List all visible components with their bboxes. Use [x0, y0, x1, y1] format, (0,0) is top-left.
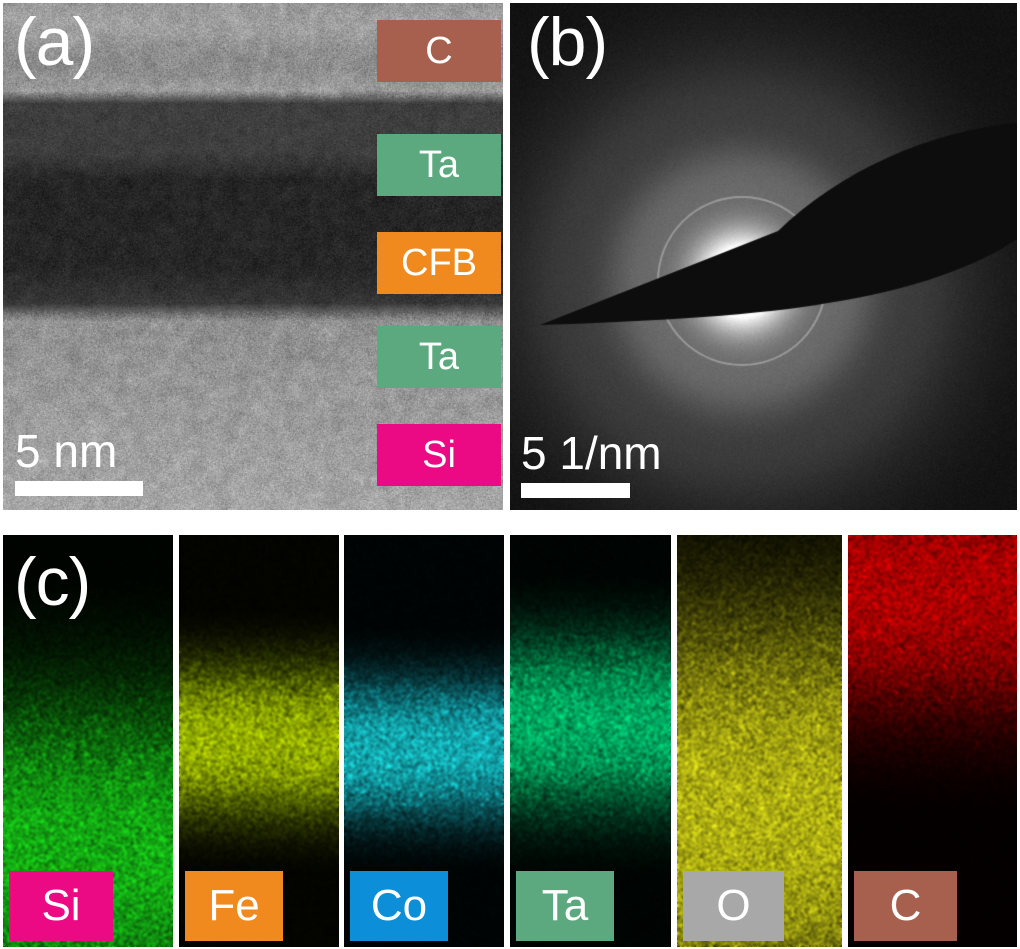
eds-label-fe: Fe	[185, 871, 283, 941]
stack-label-cfb-2: CFB	[377, 232, 501, 294]
eds-label-si: Si	[9, 871, 113, 941]
eds-label-o: O	[683, 871, 784, 941]
eds-map-c: C	[848, 535, 1017, 947]
panel-b-scalebar-rule	[521, 483, 630, 498]
panel-c-eds-maps: Si Fe Co Ta O C	[3, 535, 1017, 947]
panel-c-letter: (c)	[14, 544, 91, 620]
eds-map-co: Co	[344, 535, 504, 947]
stack-label-ta-1: Ta	[377, 134, 501, 196]
stack-label-c-0: C	[377, 20, 501, 82]
stack-label-ta-3: Ta	[377, 326, 501, 388]
eds-map-o: O	[677, 535, 842, 947]
saed-pattern-canvas	[510, 3, 1017, 510]
panel-b-scalebar: 5 1/nm	[521, 430, 662, 498]
eds-map-ta: Ta	[510, 535, 671, 947]
panel-b-scalebar-label: 5 1/nm	[521, 427, 662, 479]
panel-b-letter: (b)	[527, 4, 608, 80]
panel-b-diffraction-pattern	[510, 3, 1017, 510]
stack-label-si-4: Si	[377, 424, 501, 486]
eds-label-co: Co	[350, 871, 448, 941]
eds-label-c: C	[854, 871, 957, 941]
eds-map-si: Si	[3, 535, 173, 947]
panel-a-scalebar-rule	[15, 481, 143, 496]
panel-a-scalebar: 5 nm	[15, 428, 143, 496]
eds-map-fe: Fe	[179, 535, 339, 947]
eds-label-ta: Ta	[516, 871, 614, 941]
panel-a-letter: (a)	[14, 4, 95, 80]
panel-a-scalebar-label: 5 nm	[15, 425, 118, 477]
